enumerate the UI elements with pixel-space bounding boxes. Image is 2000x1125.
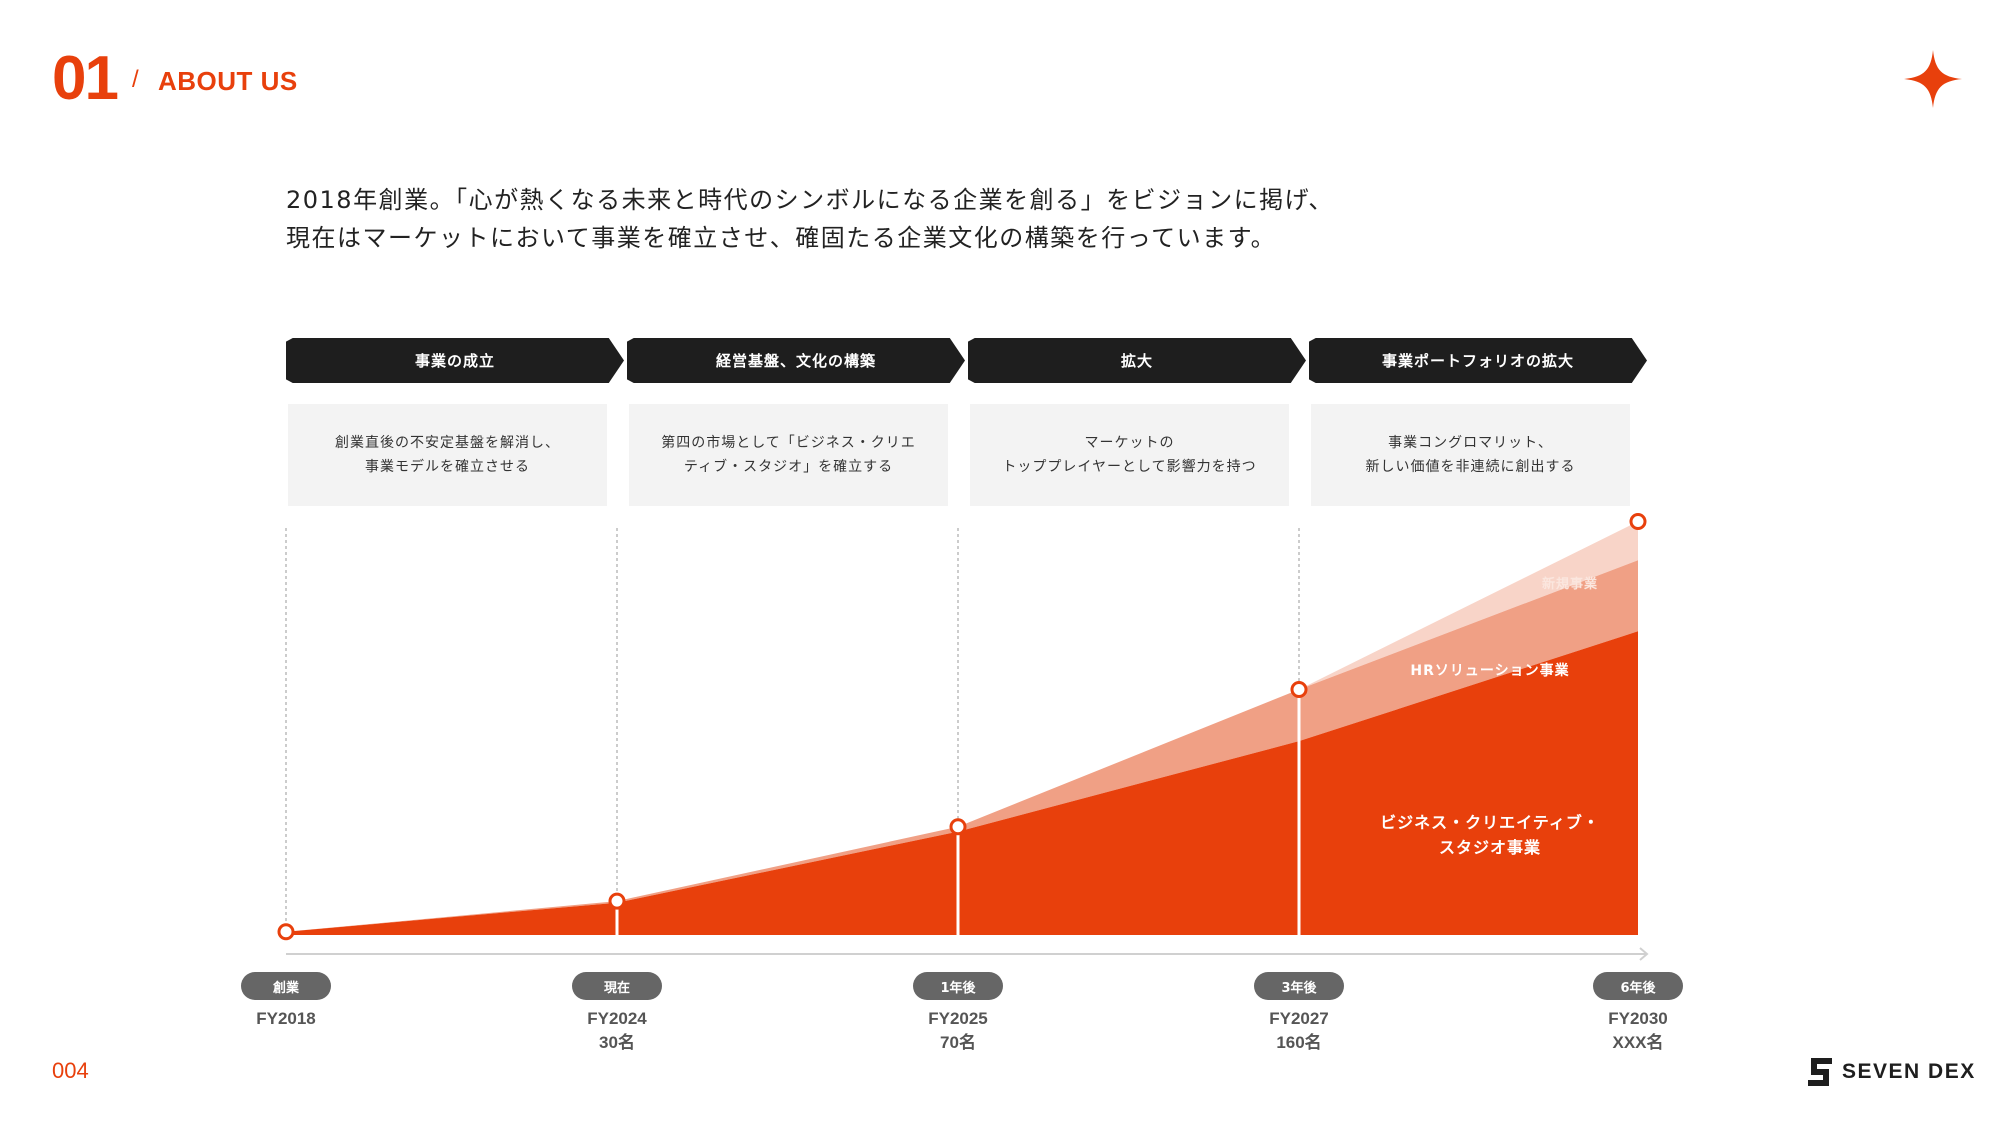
x-tick-label-0: FY2018 [256,1009,316,1028]
headcount-label-3: 160名 [1276,1033,1322,1052]
phase-banner-4: 事業ポートフォリオの拡大 [1309,338,1647,383]
page-number: 004 [52,1058,89,1083]
stage-pill-2: 1年後 [913,972,1003,1000]
section-divider: / [132,66,139,93]
phase-description-1: 創業直後の不安定基盤を解消し、 事業モデルを確立させる [288,404,607,506]
headcount-label-1: 30名 [599,1033,635,1052]
brand-name: SEVEN DEX [1842,1060,1976,1083]
data-point-2 [949,818,967,836]
phase-banner-2: 経営基盤、文化の構築 [627,338,965,383]
data-point-0 [277,923,295,941]
section-title: ABOUT US [158,66,298,96]
series-label-2: HRソリューション事業 [1410,663,1570,679]
x-tick-label-3: FY2027 [1269,1009,1329,1028]
intro-text-line-2: 現在はマーケットにおいて事業を確立させ、確固たる企業文化の構築を行っています。 [286,224,1277,252]
brand-mark-icon [1808,1058,1832,1086]
data-point-4 [1629,512,1647,530]
intro-text-line-1: 2018年創業。「心が熱くなる未来と時代のシンボルになる企業を創る」をビジョンに… [286,186,1334,214]
stage-pill-4: 6年後 [1593,972,1683,1000]
brand-logo: SEVEN DEX [1808,1058,1976,1086]
section-number: 01 [52,44,119,113]
x-tick-label-2: FY2025 [928,1009,988,1028]
series-label-1: ビジネス・クリエイティブ・ スタジオ事業 [1380,813,1600,857]
sparkle-icon [1904,50,1962,108]
stage-pill-1: 現在 [572,972,662,1000]
phase-description-2: 第四の市場として「ビジネス・クリエ ティブ・スタジオ」を確立する [629,404,948,506]
stage-pill-0: 創業 [241,972,331,1000]
series-label-3: 新規事業 [1541,577,1598,592]
phase-banner-3: 拡大 [968,338,1306,383]
stage-pill-3: 3年後 [1254,972,1344,1000]
phase-banner-1: 事業の成立 [286,338,624,383]
phase-description-4: 事業コングロマリット、 新しい価値を非連続に創出する [1311,404,1630,506]
x-axis-arrow-icon [1639,947,1649,961]
phase-description-3: マーケットの トッププレイヤーとして影響力を持つ [970,404,1289,506]
x-tick-label-1: FY2024 [587,1009,647,1028]
data-point-1 [608,892,626,910]
headcount-label-2: 70名 [940,1033,976,1052]
data-point-3 [1290,680,1308,698]
x-tick-label-4: FY2030 [1608,1009,1668,1028]
headcount-label-4: XXX名 [1612,1033,1664,1052]
